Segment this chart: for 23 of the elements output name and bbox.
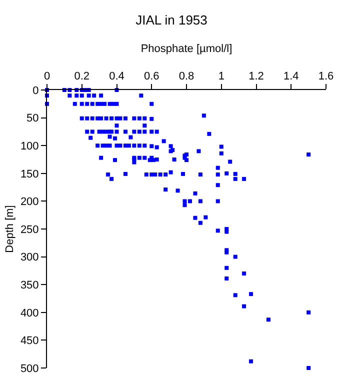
chart-title: JIAL in 1953	[136, 12, 208, 28]
y-tick-label: 300	[20, 252, 39, 264]
y-axis-title: Depth [m]	[4, 205, 16, 253]
y-tick-label: 150	[20, 168, 39, 180]
x-tick-label: 0	[44, 70, 50, 83]
x-tick-label: 1	[218, 70, 224, 83]
y-tick-label: 200	[20, 196, 39, 208]
y-tick-label: 100	[20, 140, 39, 152]
y-tick-label: 450	[20, 335, 39, 348]
x-tick-label: 0.2	[74, 70, 90, 83]
x-tick-label: 0.6	[144, 70, 160, 83]
y-tick-label: 50	[26, 112, 39, 125]
x-tick-label: 0.8	[178, 70, 194, 83]
x-axis-title: Phosphate [µmol/l]	[140, 43, 232, 56]
y-tick-label: 400	[20, 307, 39, 320]
x-tick-label: 1.4	[283, 70, 299, 83]
y-tick-label: 350	[20, 279, 39, 292]
x-tick-label: 0.4	[109, 70, 124, 83]
x-tick-label: 1.2	[248, 70, 264, 83]
y-tick-label: 250	[20, 224, 39, 236]
y-tick-label: 0	[32, 84, 39, 97]
y-tick-label: 500	[20, 362, 39, 375]
x-tick-label: 1.6	[318, 70, 334, 83]
